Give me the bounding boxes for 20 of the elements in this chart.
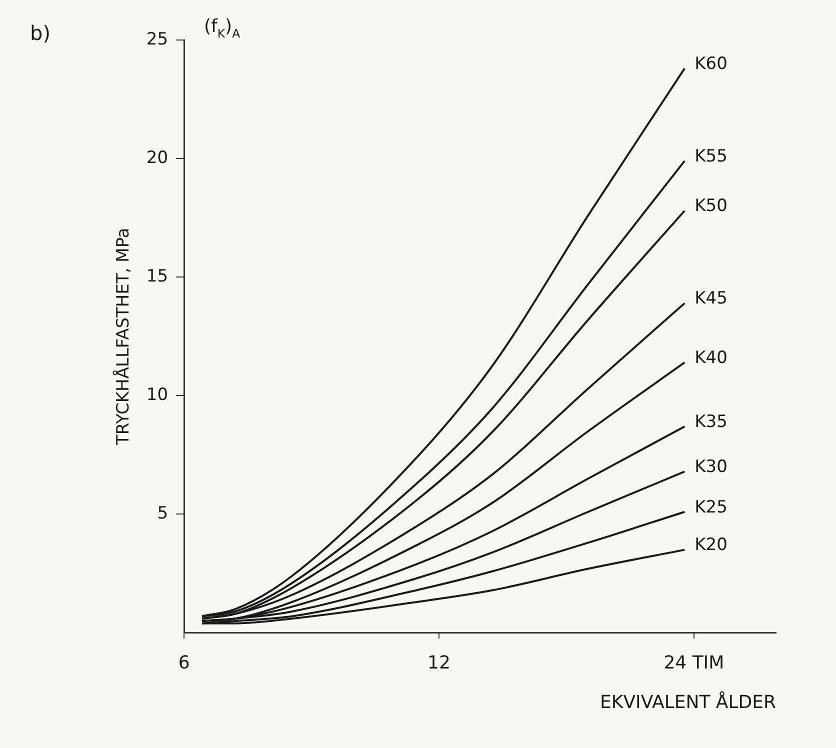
y-axis-title: TRYCKHÅLLFASTHET, MPa <box>112 228 134 446</box>
series-label: K30 <box>694 456 728 477</box>
x-tick-label: 12 <box>428 652 450 674</box>
y-tick-label: 15 <box>146 266 168 287</box>
series-label: K50 <box>694 196 728 216</box>
text: b) <box>30 21 50 45</box>
y-tick-label: 10 <box>146 385 168 406</box>
series-label: K20 <box>694 535 728 556</box>
series-label: K40 <box>694 348 728 368</box>
y-tick-label: 5 <box>157 504 168 524</box>
x-tick-label: 24 TIM <box>664 652 724 674</box>
x-axis-title: EKVIVALENT ÅLDER <box>600 690 776 713</box>
series-label: K25 <box>694 497 728 518</box>
x-tick-label: 6 <box>178 652 190 674</box>
series-label: K60 <box>694 54 728 74</box>
y-tick-label: 25 <box>146 29 168 50</box>
series-label: K55 <box>694 146 728 166</box>
series-label: K45 <box>694 288 728 309</box>
series-label: K35 <box>694 412 728 432</box>
y-tick-label: 20 <box>146 148 168 168</box>
